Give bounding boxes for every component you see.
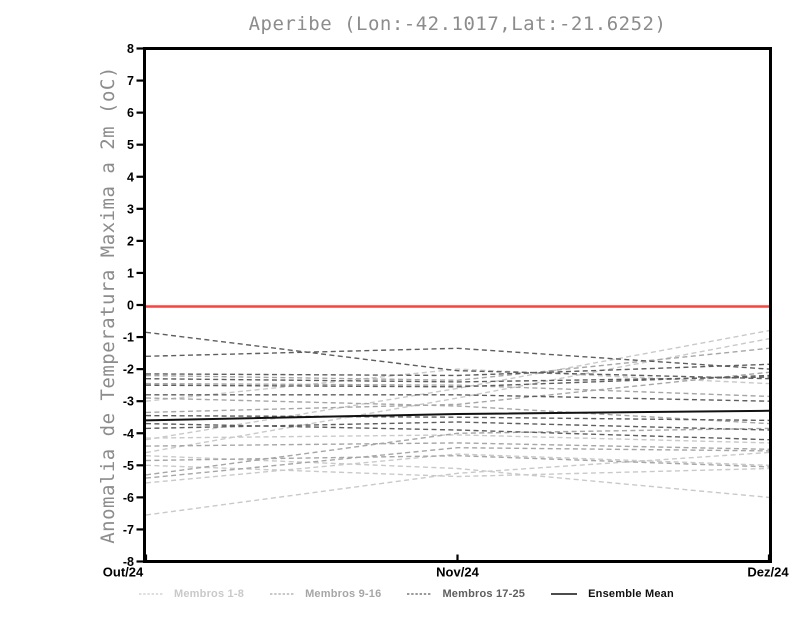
member-line-25	[145, 421, 770, 431]
member-line-19	[145, 363, 770, 377]
legend-label-members-17-25: Membros 17-25	[442, 588, 526, 600]
member-line-13	[145, 454, 770, 468]
y-tick-label: -4	[123, 427, 134, 441]
y-tick-label: 6	[127, 106, 134, 120]
x-tick-label: Nov/24	[436, 565, 479, 580]
legend-row: Membros 1-8 Membros 9-16 Membros 17-25 E…	[139, 586, 674, 602]
member-line-8	[145, 453, 770, 484]
y-tick-label: 7	[127, 74, 134, 88]
y-tick-label: 0	[127, 299, 134, 313]
member-line-16	[145, 397, 770, 425]
y-tick-label: -1	[123, 331, 134, 345]
dashed-line-sample-dark	[407, 593, 432, 595]
member-line-4	[145, 455, 770, 499]
plot-frame	[143, 47, 772, 563]
y-tick-label: 4	[127, 170, 134, 184]
member-line-1	[145, 329, 770, 441]
member-line-21	[145, 374, 770, 388]
member-line-20	[145, 376, 770, 383]
y-tick-label: 2	[127, 234, 134, 248]
member-line-6	[145, 451, 770, 516]
ensemble-mean-line	[145, 409, 770, 422]
member-line-22	[146, 394, 770, 402]
legend-item-members-9-16: Membros 9-16	[270, 588, 381, 600]
member-line-10	[145, 382, 770, 398]
legend-label-ensemble-mean: Ensemble Mean	[588, 588, 674, 600]
member-line-23	[145, 414, 770, 422]
y-tick-label: -5	[123, 459, 134, 473]
y-tick-label: 5	[127, 138, 134, 152]
member-line-2	[145, 338, 770, 454]
member-line-12	[145, 442, 770, 450]
legend-item-members-1-8: Membros 1-8	[139, 588, 244, 600]
y-tick-label: -7	[123, 523, 134, 537]
dashed-line-sample-light	[139, 593, 163, 595]
y-tick-label: -6	[123, 491, 134, 505]
member-line-5	[145, 464, 770, 478]
legend-label-members-1-8: Membros 1-8	[174, 588, 245, 600]
x-tick-label: Dez/24	[747, 565, 789, 580]
legend-label-members-9-16: Membros 9-16	[305, 588, 382, 600]
member-line-7	[145, 368, 770, 402]
member-line-18	[145, 347, 770, 370]
member-line-15	[145, 446, 770, 479]
solid-line-sample-mean	[551, 593, 578, 595]
member-line-14	[145, 427, 770, 476]
y-tick-label: -8	[123, 555, 134, 569]
y-tick-label: 1	[127, 266, 134, 280]
x-tick-label: Out/24	[103, 565, 144, 580]
dashed-line-sample-medium	[270, 593, 295, 595]
legend-item-ensemble-mean: Ensemble Mean	[551, 588, 674, 600]
y-tick-label: -3	[123, 395, 134, 409]
y-tick-label: 3	[127, 202, 134, 216]
member-line-9	[145, 347, 770, 382]
member-line-3	[145, 434, 770, 444]
member-line-17	[145, 331, 770, 380]
y-tick-label: -2	[123, 363, 134, 377]
legend-item-members-17-25: Membros 17-25	[407, 588, 525, 600]
chart-title: Aperibe (Lon:-42.1017,Lat:-21.6252)	[248, 13, 667, 35]
member-line-11	[145, 371, 770, 414]
y-tick-label: 8	[127, 42, 134, 56]
